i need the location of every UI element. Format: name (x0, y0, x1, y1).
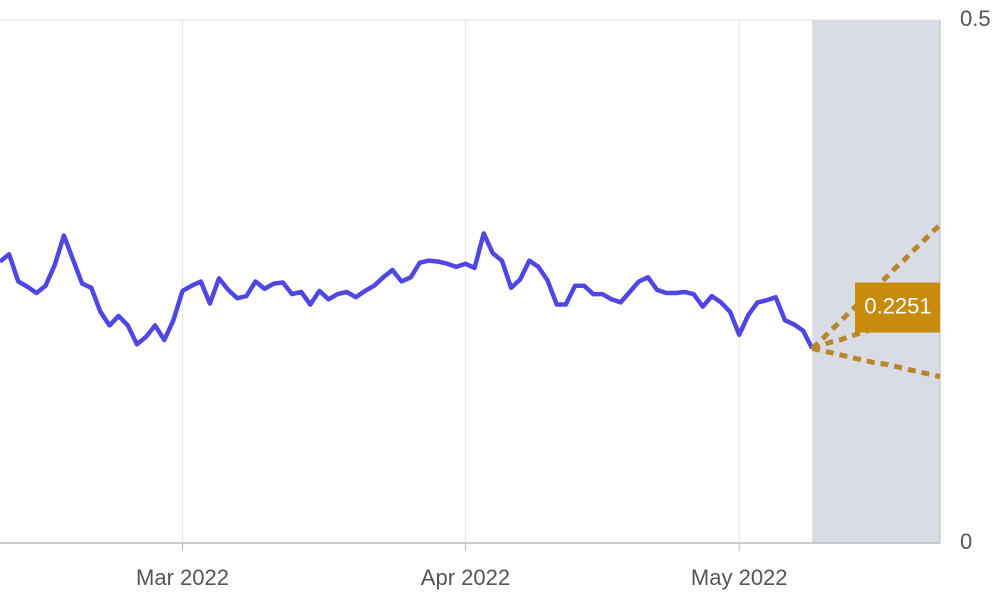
x-tick-label: May 2022 (691, 565, 788, 590)
y-tick-label: 0.5 (960, 6, 991, 31)
value-label-box (855, 282, 940, 333)
forecast-line (811, 345, 941, 380)
x-tick-label: Mar 2022 (136, 565, 229, 590)
forecast-region (812, 20, 940, 543)
y-tick-label: 0 (960, 529, 972, 554)
x-tick-label: Apr 2022 (421, 565, 510, 590)
value-label: 0.2251 (864, 293, 931, 318)
data-line (0, 231, 815, 350)
